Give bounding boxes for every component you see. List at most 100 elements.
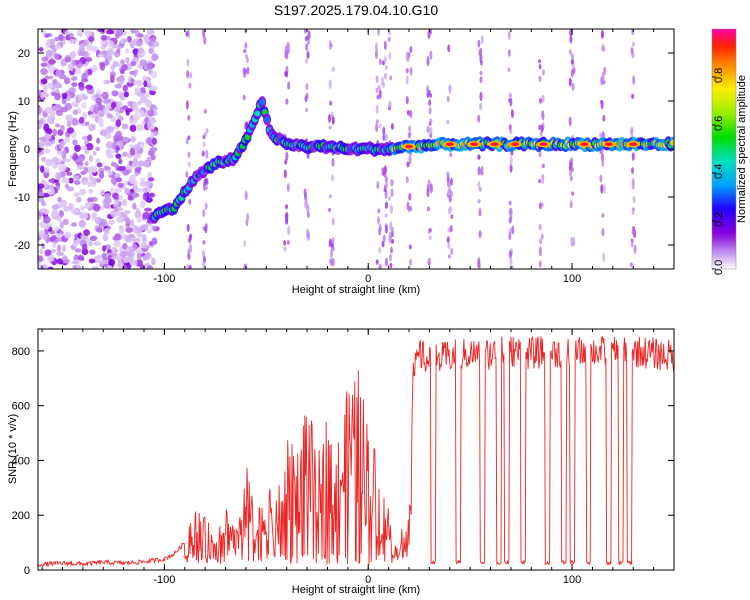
spectrogram-cell	[68, 64, 74, 72]
colorbar-label: Normalized spectral amplitude	[736, 75, 748, 223]
spectrogram-cell	[507, 49, 511, 57]
spectrogram-cell	[39, 208, 47, 214]
spectrogram-cell	[147, 150, 155, 157]
spectrogram-cell	[600, 184, 604, 194]
spectrogram-cell	[571, 82, 575, 91]
spectrogram-cell	[150, 155, 156, 161]
spectrogram-cell	[509, 129, 513, 135]
spectrogram-cell	[286, 240, 290, 245]
spectrogram-cell	[41, 242, 46, 249]
spectrogram-cell	[377, 85, 381, 90]
spectrogram-cell	[84, 202, 91, 210]
spectrogram-cell	[148, 48, 155, 54]
spectrogram-cell	[136, 252, 142, 260]
spectrogram-cell	[478, 50, 482, 57]
spectrogram-cell	[137, 47, 144, 54]
spectrogram-cell	[539, 97, 542, 104]
spectrogram-cell	[127, 195, 133, 201]
spectrogram-cell	[478, 230, 482, 239]
spectrogram-cell	[85, 84, 93, 90]
spectrogram-peak	[539, 142, 548, 146]
spectrogram-cell	[264, 116, 271, 123]
spectrogram-cell	[41, 201, 47, 207]
spectrogram-peak	[511, 142, 519, 146]
spectrogram-cell	[102, 233, 109, 242]
spectrogram-cell	[384, 213, 388, 218]
spectrogram-cell	[96, 227, 102, 233]
spectrogram-cell	[107, 49, 114, 57]
spectrogram-peak	[490, 142, 499, 146]
spectrogram-cell	[205, 128, 209, 134]
snr-frame	[37, 328, 675, 571]
spectrogram-cell	[122, 265, 128, 269]
spectrogram-cell	[96, 254, 103, 259]
spectrogram-cell	[137, 100, 142, 106]
spectrogram-cell	[186, 264, 190, 269]
spectrogram-cell	[134, 167, 142, 172]
spectrogram-cell	[78, 220, 87, 228]
spectrogram-cell	[381, 167, 385, 176]
spectrogram-cell	[79, 188, 87, 196]
spectrogram-cell	[75, 94, 84, 103]
spectrogram-cell	[477, 258, 481, 269]
spectrogram-cell	[133, 144, 141, 152]
spectrogram-cell	[385, 201, 388, 209]
spectrogram-cell	[81, 72, 88, 81]
spectrogram-cell	[133, 185, 139, 193]
spectrogram-cell	[428, 99, 432, 107]
spectrogram-cell	[117, 206, 124, 212]
spectrogram-cell	[145, 252, 152, 260]
spectrogram-cell	[303, 188, 307, 197]
spectrogram-cell	[151, 257, 156, 266]
spectrogram-cell	[187, 253, 191, 261]
spectrogram-cell	[117, 211, 122, 217]
spectrogram-cell	[568, 164, 572, 171]
spectrogram-cell	[47, 188, 55, 195]
spectrogram-cell	[121, 123, 129, 130]
spectrogram-cell	[447, 189, 451, 196]
spectrogram-cell	[123, 210, 131, 215]
spectrogram-cell	[108, 40, 115, 48]
spectrogram-cell	[152, 41, 160, 47]
spectrogram-cell	[632, 75, 636, 86]
spectrogram-peak	[580, 142, 589, 146]
spectrogram-cell	[49, 44, 56, 49]
spectrogram-cell	[38, 136, 47, 142]
spectrogram-cell	[146, 29, 155, 36]
spectrogram-cell	[540, 233, 544, 240]
spectrogram-cell	[72, 239, 79, 248]
spectrogram-cell	[381, 240, 385, 248]
spectrogram-cell	[68, 202, 74, 211]
spectrogram-cell	[405, 96, 409, 105]
spectrogram-cell	[246, 213, 250, 222]
spectrogram-cell	[388, 236, 392, 244]
spectrogram-cell	[84, 161, 89, 166]
spectrogram-cell	[382, 126, 386, 136]
spectrogram-cell	[61, 163, 67, 172]
spectrogram-cell	[83, 166, 89, 174]
spectrogram-cell	[60, 106, 68, 113]
spectrogram-cell	[188, 198, 192, 205]
spectrogram-cell	[88, 113, 97, 119]
spectrogram-cell	[70, 222, 77, 227]
spectrogram-cell	[187, 151, 191, 158]
spectrogram-cell	[98, 111, 105, 118]
spectrogram-cell	[139, 59, 148, 67]
spectrogram-cell	[45, 49, 52, 58]
spectrogram-cell	[38, 123, 42, 130]
spectrogram-cell	[66, 171, 73, 176]
spectrogram-cell	[88, 188, 94, 194]
spectrogram-cell	[96, 117, 104, 124]
spectrogram-cell	[305, 83, 309, 91]
spectrogram-cell	[54, 44, 61, 50]
spectrogram-cell	[50, 234, 57, 242]
spectrogram-cell	[43, 234, 48, 242]
spectrogram-cell	[111, 90, 119, 97]
spectrogram-cell	[449, 206, 453, 212]
spectrogram-cell	[72, 265, 77, 269]
spectrogram-cell	[429, 126, 433, 136]
spectrogram-cell	[149, 192, 156, 198]
spectrogram-cell	[570, 157, 574, 163]
spectrogram-cell	[631, 41, 635, 47]
spectrogram-cell	[510, 265, 514, 269]
